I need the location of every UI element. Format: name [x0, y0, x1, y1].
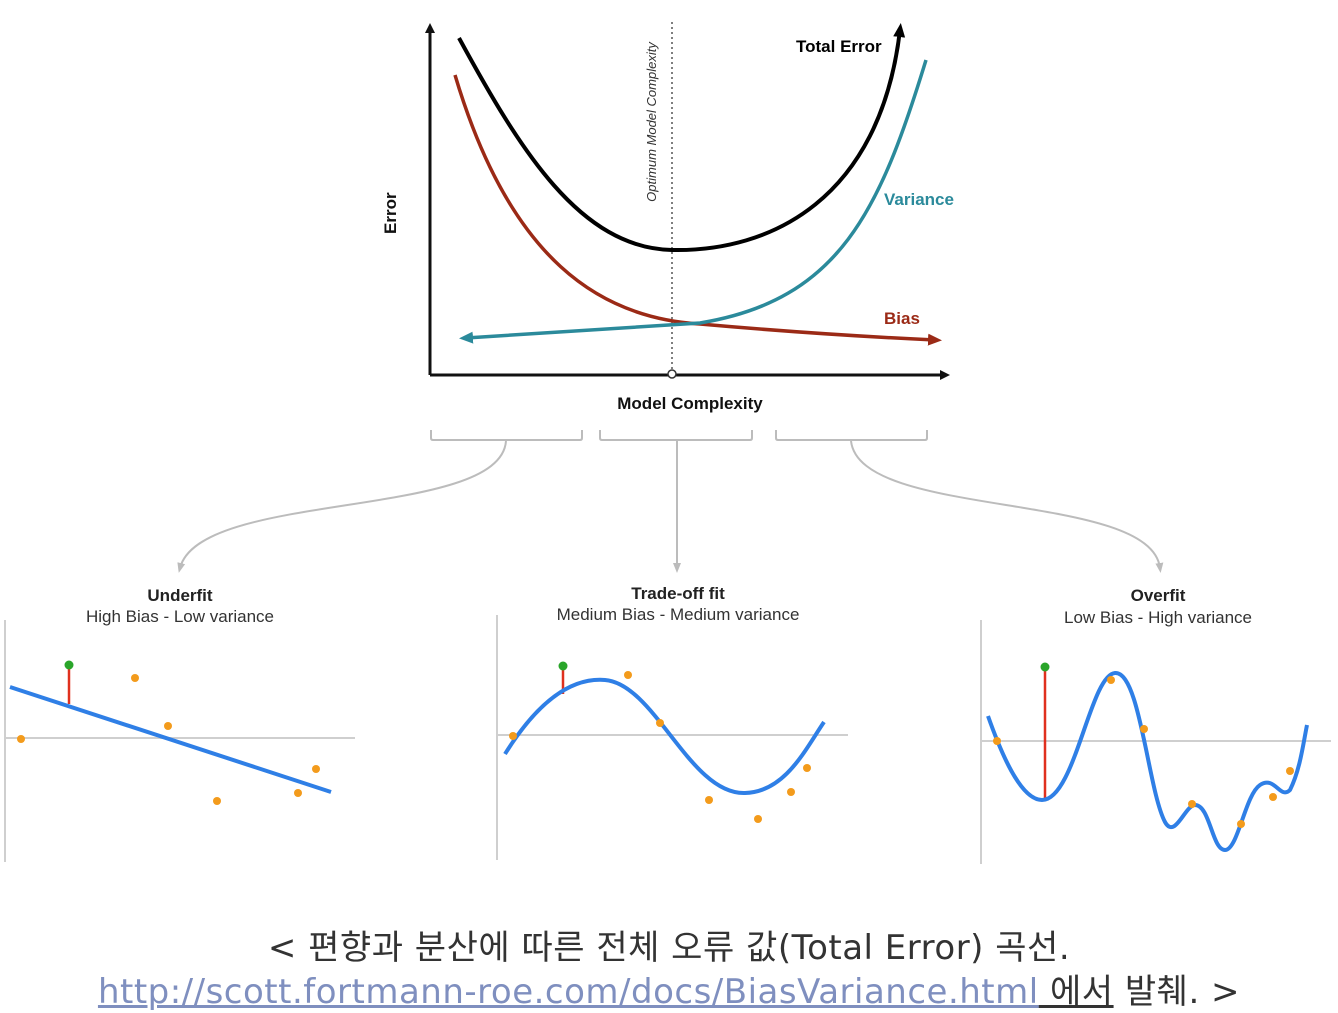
x-axis-label: Model Complexity — [617, 394, 763, 413]
data-point — [656, 719, 664, 727]
data-point — [803, 764, 811, 772]
panel-tradeoff — [496, 615, 848, 860]
data-point — [787, 788, 795, 796]
bracket-overfit — [775, 430, 928, 441]
caption-line-1: < 편향과 분산에 따른 전체 오류 값(Total Error) 곡선. — [267, 928, 1071, 968]
caption-suffix-underlined: 에서 — [1038, 972, 1114, 1012]
data-point — [164, 722, 172, 730]
bracket-underfit — [430, 430, 583, 441]
panel-underfit — [4, 620, 355, 862]
panel-title-overfit: Overfit — [1131, 586, 1186, 605]
data-point — [294, 789, 302, 797]
data-point — [624, 671, 632, 679]
bracket-tradeoff — [599, 430, 753, 441]
connector-overfit — [850, 440, 1164, 573]
fit-curve — [503, 677, 826, 796]
data-point — [1188, 800, 1196, 808]
data-point — [754, 815, 762, 823]
connector-underfit — [177, 440, 507, 573]
optimum-label: Optimum Model Complexity — [644, 41, 659, 202]
data-point — [705, 796, 713, 804]
data-point — [993, 737, 1001, 745]
data-point — [213, 797, 221, 805]
fit-line — [9, 685, 332, 794]
panel-subtitle-overfit: Low Bias - High variance — [1064, 608, 1252, 627]
panel-overfit — [980, 620, 1331, 864]
panel-subtitle-tradeoff: Medium Bias - Medium variance — [557, 605, 800, 624]
y-axis-label: Error — [381, 192, 400, 234]
caption-line-2: http://scott.fortmann-roe.com/docs/BiasV… — [0, 964, 1338, 1013]
bias-curve — [453, 74, 942, 346]
series-label-bias: Bias — [884, 309, 920, 328]
data-point — [1286, 767, 1294, 775]
data-point — [17, 735, 25, 743]
bias-variance-diagram: Total Error Variance Bias Error Model Co… — [4, 22, 1331, 864]
panel-title-tradeoff: Trade-off fit — [631, 584, 725, 603]
fit-curve — [986, 670, 1309, 853]
data-point — [1237, 820, 1245, 828]
caption-suffix: 발췌. > — [1113, 972, 1241, 1012]
series-label-variance: Variance — [884, 190, 954, 209]
green-point — [558, 661, 568, 671]
data-point — [509, 732, 517, 740]
data-point — [131, 674, 139, 682]
green-point — [64, 660, 74, 670]
variance-curve — [459, 59, 928, 344]
data-point — [1269, 793, 1277, 801]
optimum-marker — [667, 369, 677, 379]
panel-title-underfit: Underfit — [147, 586, 213, 605]
total-error-curve — [457, 23, 906, 253]
data-point — [1107, 676, 1115, 684]
green-point — [1040, 662, 1050, 672]
panel-subtitle-underfit: High Bias - Low variance — [86, 607, 274, 626]
series-label-total: Total Error — [796, 37, 882, 56]
data-point — [312, 765, 320, 773]
source-link[interactable]: http://scott.fortmann-roe.com/docs/BiasV… — [97, 972, 1039, 1012]
caption-area — [0, 880, 1338, 1004]
data-point — [1140, 725, 1148, 733]
